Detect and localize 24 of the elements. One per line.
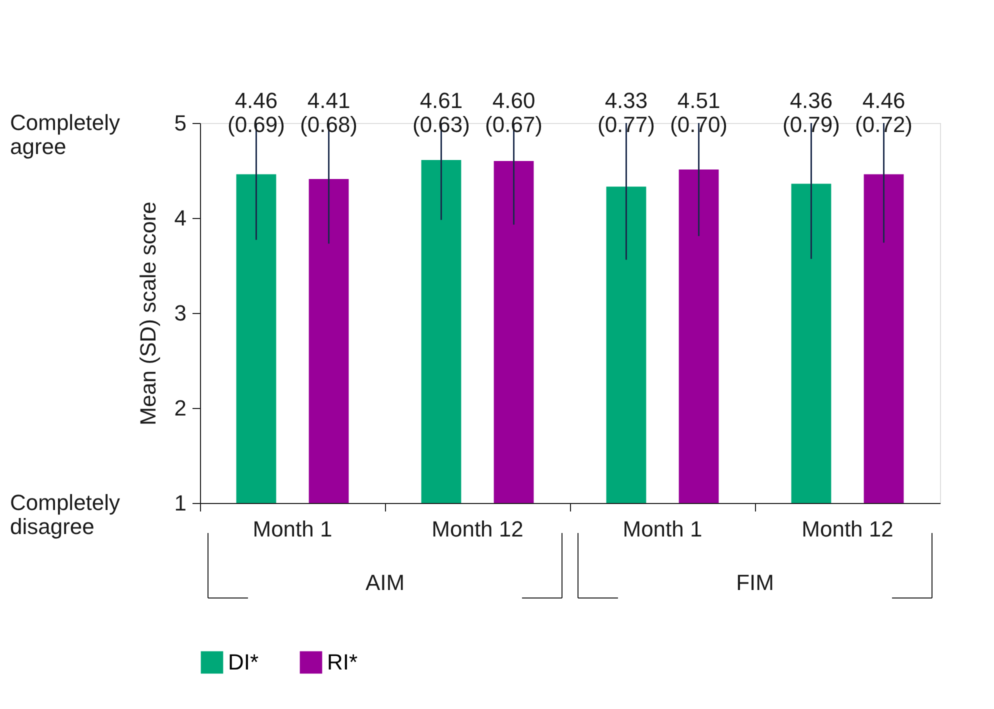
- y-tick-label: 1: [174, 490, 186, 516]
- data-label: 4.46 (0.69): [227, 88, 285, 137]
- legend-label: DI*: [228, 649, 259, 674]
- y-tick-label: 2: [174, 396, 186, 420]
- legend-label: RI*: [327, 649, 358, 674]
- x-tick-label: Month 12: [802, 516, 894, 542]
- text: Completely agree: [10, 110, 120, 159]
- x-tick-label: Month 1: [252, 516, 332, 542]
- data-label: 4.36 (0.79): [782, 88, 840, 137]
- y-tick-label: 3: [174, 300, 186, 326]
- text: FIM: [736, 570, 774, 595]
- y-tick-label: 4: [174, 206, 186, 230]
- y-tick-label: 5: [174, 110, 186, 136]
- data-label: 4.41 (0.68): [300, 88, 358, 137]
- data-label: 4.61 (0.63): [412, 88, 470, 137]
- x-tick-label: Month 12: [432, 516, 524, 542]
- data-label: 4.33 (0.77): [597, 88, 655, 137]
- y-axis-title: Mean (SD) scale score: [135, 202, 160, 426]
- data-label: 4.46 (0.72): [855, 88, 913, 137]
- data-label: 4.51 (0.70): [670, 88, 728, 137]
- text: AIM: [365, 570, 405, 595]
- x-tick-label: Month 1: [622, 516, 702, 542]
- data-label: 4.60 (0.67): [485, 88, 543, 137]
- text: Completely disagree: [10, 490, 120, 539]
